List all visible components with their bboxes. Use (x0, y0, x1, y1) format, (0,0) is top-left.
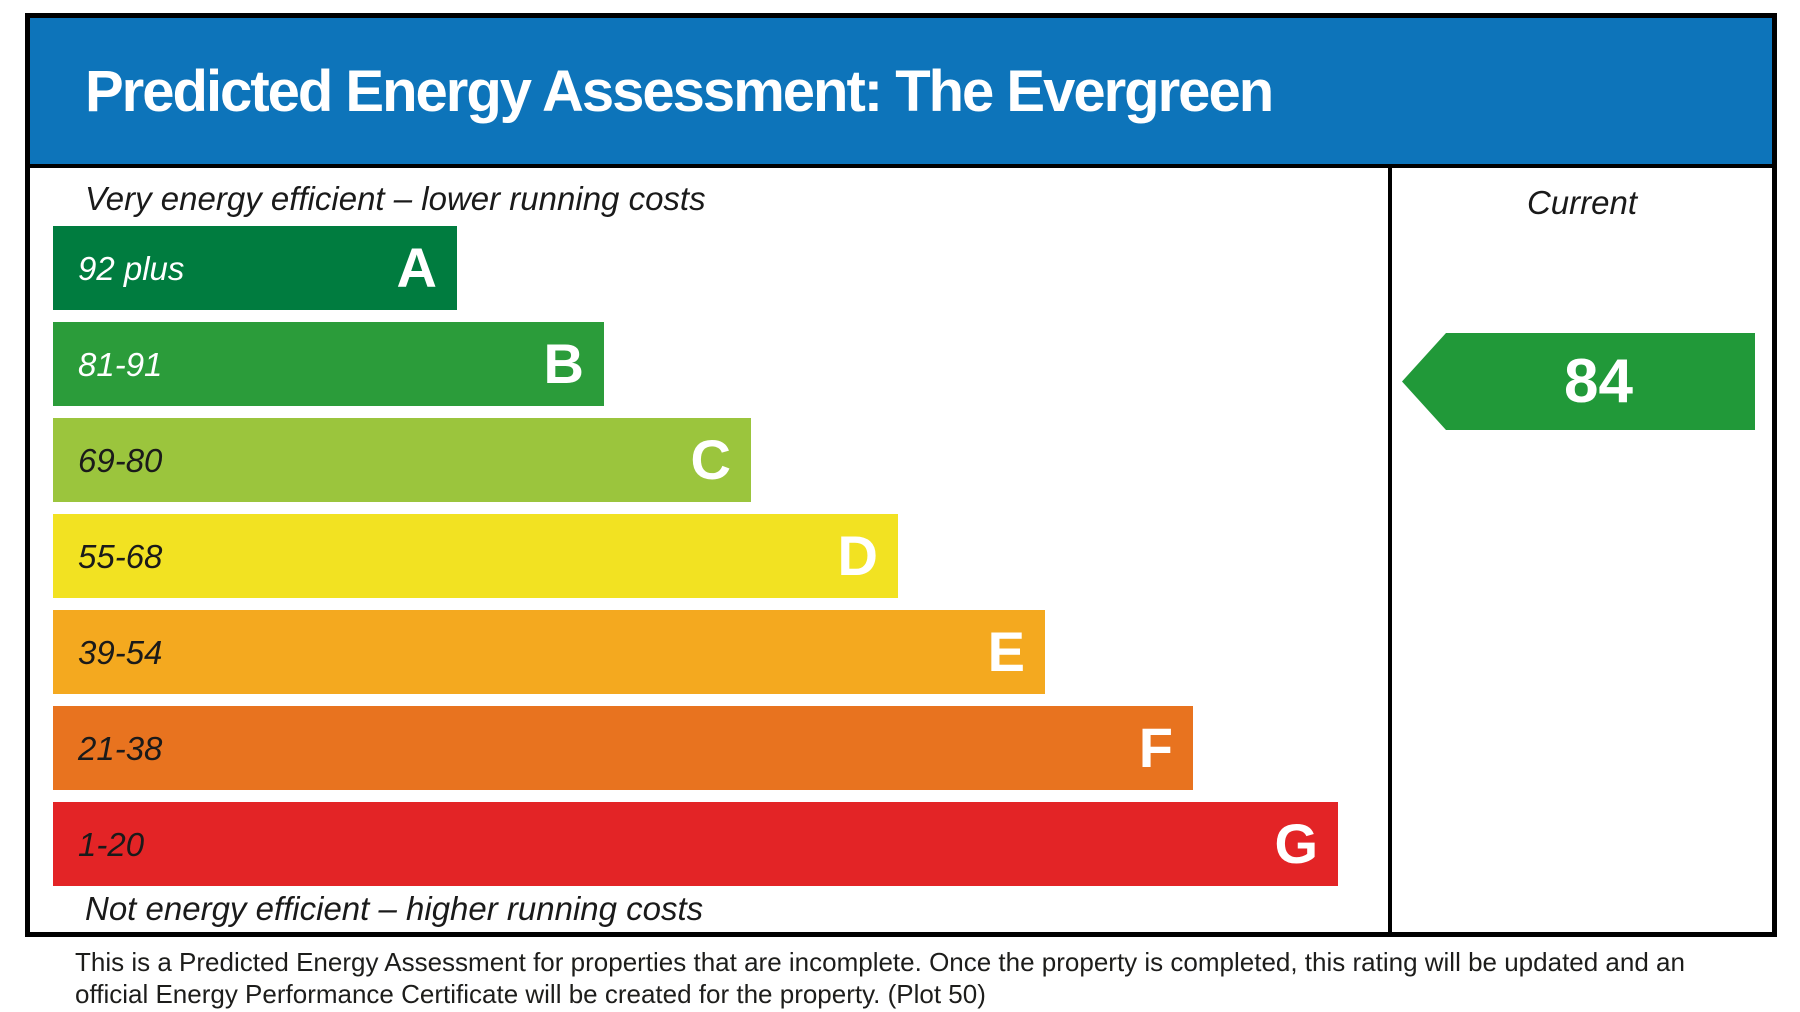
band-d: 55-68 D (53, 514, 898, 598)
band-a: 92 plus A (53, 226, 457, 310)
band-letter: G (1274, 812, 1318, 875)
band-letter: E (987, 620, 1025, 683)
band-c: 69-80 C (53, 418, 751, 502)
current-column: Current 84 (1392, 168, 1772, 932)
band-range-label: 81-91 (78, 345, 163, 383)
band-letter: F (1138, 716, 1173, 779)
current-rating-value: 84 (1564, 346, 1633, 416)
band-g: 1-20 G (53, 802, 1338, 886)
page-title: Predicted Energy Assessment: The Evergre… (85, 58, 1274, 124)
rating-scale-column: Very energy efficient – lower running co… (30, 168, 1392, 932)
band-range-label: 69-80 (78, 441, 163, 479)
band-letter: A (396, 236, 437, 299)
top-caption: Very energy efficient – lower running co… (85, 180, 706, 217)
current-rating-arrow: 84 (1402, 333, 1755, 430)
footer-note: This is a Predicted Energy Assessment fo… (75, 947, 1685, 1009)
band-range-label: 1-20 (78, 825, 145, 863)
band-b: 81-91 B (53, 322, 604, 406)
rating-bands: 92 plus A 81-91 B 69-80 C 55-68 D 39-54 E 21-38 F 1-… (53, 226, 1338, 898)
band-range-label: 39-54 (78, 633, 163, 671)
band-letter: D (837, 524, 878, 587)
bottom-caption: Not energy efficient – higher running co… (85, 890, 704, 927)
band-range-label: 55-68 (78, 537, 163, 575)
certificate-box: Predicted Energy Assessment: The Evergre… (25, 13, 1777, 937)
certificate-body: Very energy efficient – lower running co… (30, 168, 1772, 932)
band-range-label: 21-38 (78, 729, 163, 767)
header-bar: Predicted Energy Assessment: The Evergre… (30, 18, 1772, 168)
band-range-label: 92 plus (78, 249, 185, 287)
current-column-header: Current (1526, 184, 1638, 221)
band-letter: B (543, 332, 584, 395)
band-e: 39-54 E (53, 610, 1045, 694)
band-letter: C (690, 428, 731, 491)
band-f: 21-38 F (53, 706, 1193, 790)
